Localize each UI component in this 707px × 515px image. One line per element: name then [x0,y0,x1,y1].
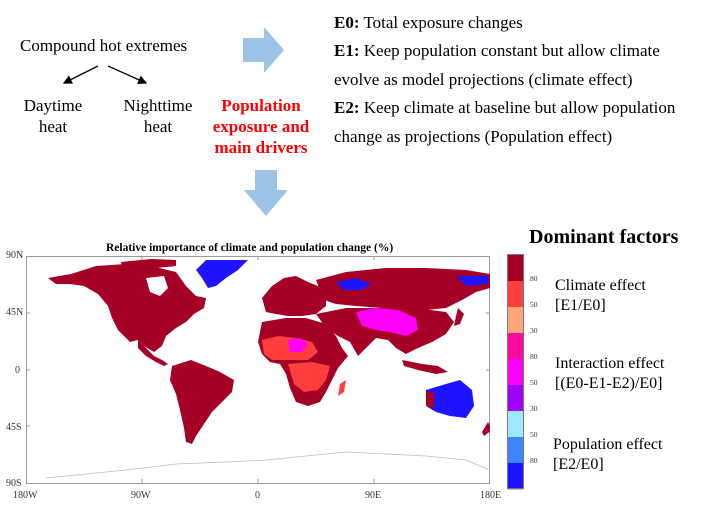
definition-text: Keep climate at baseline but allow popul… [359,98,676,118]
definition-e0: E0: Total exposure changes [334,9,675,37]
definition-e1: E1: Keep population constant but allow c… [334,37,675,65]
colorbar-segment [508,463,523,490]
definition-e1-cont: evolve as model projections (climate eff… [334,66,675,94]
definition-text: evolve as model projections (climate eff… [334,69,633,89]
region-europe [262,276,326,316]
definition-key: E1: [334,41,360,61]
colorbar-tick-label: 50 [530,430,538,439]
colorbar-tick-label: 30 [530,404,538,413]
region-new-zealand [482,422,490,436]
colorbar-segment [508,307,523,334]
right-arrow-icon [243,27,284,73]
lat-tick-label: 90N [6,250,24,261]
colorbar-segment [508,385,523,412]
branch-arrows [62,65,148,84]
colorbar-tick-label: 80 [530,352,538,361]
definition-text: Total exposure changes [359,13,523,32]
colorbar-frame [507,254,524,489]
legend-interaction-effect: Interaction effect [(E0-E1-E2)/E0] [555,354,664,394]
colorbar-segment [508,411,523,438]
colorbar-tick-label: 50 [530,300,538,309]
flow-population-exposure: Population exposure and main drivers [210,95,312,158]
legend-label: Climate effect [555,277,646,294]
lon-tick-label: 180W [13,490,38,501]
region-siberia-population-2 [456,276,488,286]
nighttime-line1: Nighttime [123,96,193,115]
lon-tick-label: 90E [365,490,382,501]
definition-key: E2: [334,98,360,118]
legend-climate-effect: Climate effect [E1/E0] [555,276,646,316]
legend-formula: [E2/E0] [553,456,604,473]
lon-tick-label: 180E [480,490,502,501]
definitions-list: E0: Total exposure changes E1: Keep popu… [334,9,675,151]
world-map [26,256,490,484]
lat-tick-label: 90S [6,478,22,489]
colorbar-segment [508,437,523,464]
region-middle-east-asia [316,308,454,356]
down-arrow-icon [244,170,288,216]
colorbar-segment [508,333,523,360]
definition-e2-cont: change as projections (Population effect… [334,123,675,151]
region-southeast-asia [402,360,448,374]
region-sahel-interaction [288,338,308,352]
colorbar-segment [508,359,523,386]
exposure-line3: main drivers [214,138,308,157]
region-tibetan-plateau-china [356,308,418,336]
region-australia-west [426,392,434,408]
legend-label: Population effect [553,436,663,453]
colorbar-tick-label: 50 [530,378,538,387]
lon-tick-label: 90W [131,490,151,501]
arrow-to-daytime-icon [62,65,99,84]
arrow-to-nighttime-icon [107,65,148,84]
region-madagascar [338,380,346,396]
region-australia [426,380,474,418]
map-ticks [26,256,490,483]
flow-nighttime-heat: Nighttime heat [118,95,198,137]
exposure-line1: Population [221,96,301,115]
colorbar-segment [508,255,523,282]
daytime-line2: heat [38,117,68,136]
colorbar-tick-label: 80 [530,274,538,283]
definition-text: Keep population constant but allow clima… [359,41,660,61]
region-south-america [170,360,234,444]
legend-title: Dominant factors [529,226,679,248]
lat-tick-label: 0 [15,365,20,376]
region-greenland [196,260,248,288]
exposure-line2: exposure and [212,117,310,136]
region-siberia-population [336,278,371,290]
region-russia-siberia [316,268,490,310]
definition-text: change as projections (Population effect… [334,126,613,146]
colorbar-tick-label: 30 [530,326,538,335]
legend-formula: [E1/E0] [555,297,606,314]
nighttime-line2: heat [143,117,173,136]
legend-label: Interaction effect [555,355,665,372]
legend-population-effect: Population effect [E2/E0] [553,435,662,475]
daytime-line1: Daytime [23,96,83,115]
region-japan [454,308,464,326]
lat-tick-label: 45S [6,422,22,433]
legend-formula: [(E0-E1-E2)/E0] [555,375,663,392]
flow-daytime-heat: Daytime heat [22,95,84,137]
lon-tick-label: 0 [255,490,260,501]
colorbar-tick-label: 80 [530,456,538,465]
hudson-bay [146,276,168,296]
region-africa-central-south [288,362,330,392]
colorbar-segment [508,281,523,308]
definition-e2: E2: Keep climate at baseline but allow p… [334,94,675,122]
lat-tick-label: 45N [6,307,24,318]
region-antarctica [45,451,490,479]
colorbar [507,254,524,490]
definition-key: E0: [334,13,360,32]
flow-root-label: Compound hot extremes [20,36,188,55]
region-canadian-arctic [121,259,176,268]
map-title: Relative importance of climate and popul… [106,242,394,254]
region-central-america [138,340,168,366]
